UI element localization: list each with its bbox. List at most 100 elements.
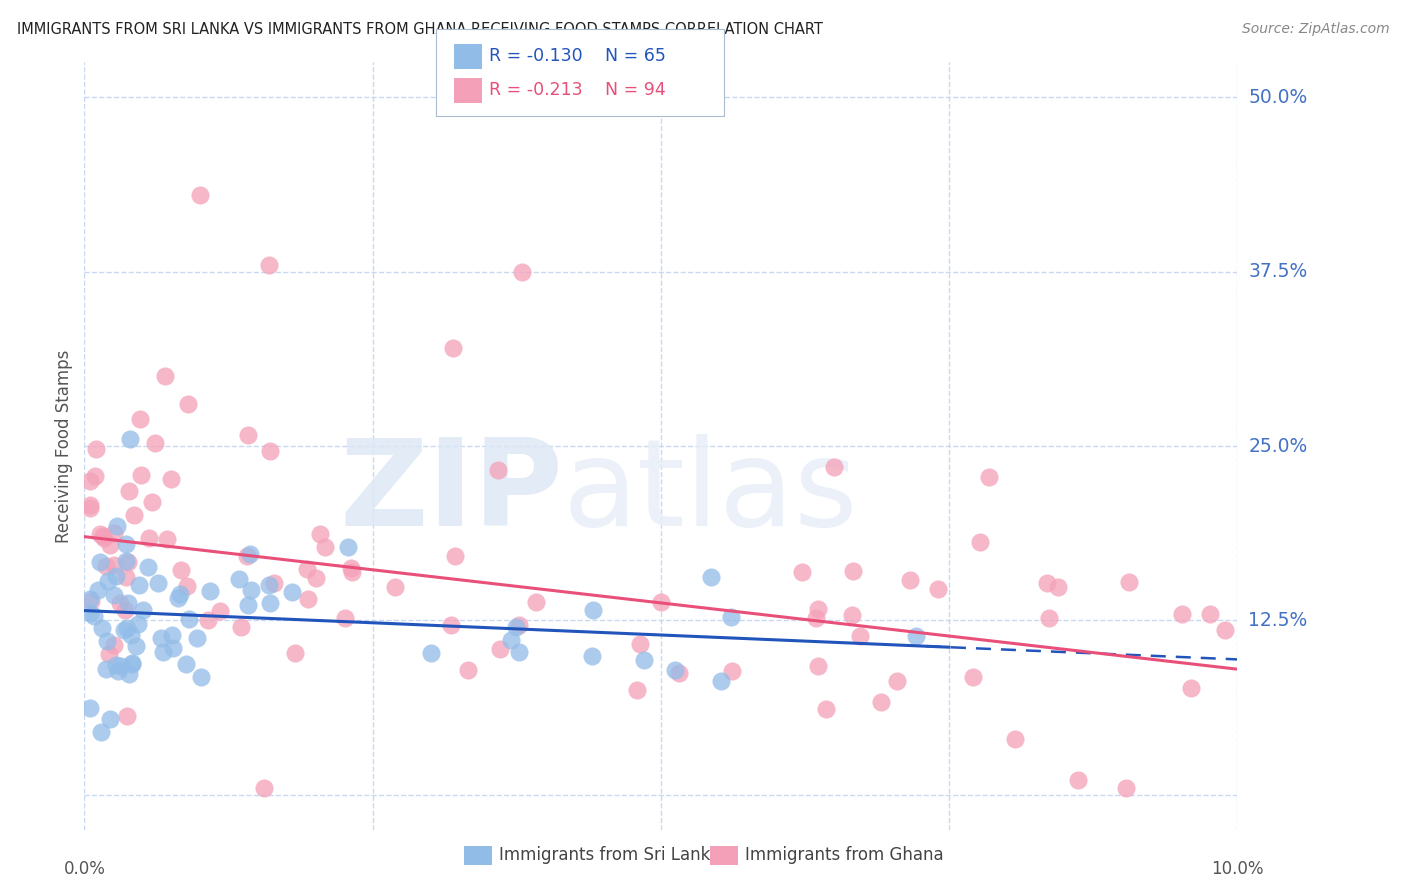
Point xyxy=(94,559,117,574)
Point xyxy=(284,646,307,660)
Point xyxy=(505,620,527,634)
Point xyxy=(340,561,363,575)
Point xyxy=(979,469,1001,483)
Text: 37.5%: 37.5% xyxy=(1249,262,1308,281)
Point xyxy=(103,526,125,541)
Point xyxy=(305,571,328,585)
Point xyxy=(1170,607,1192,621)
Point xyxy=(257,258,280,272)
Point xyxy=(177,397,200,411)
Point xyxy=(124,639,146,653)
Point xyxy=(1215,623,1237,637)
Point xyxy=(169,587,191,601)
Text: IMMIGRANTS FROM SRI LANKA VS IMMIGRANTS FROM GHANA RECEIVING FOOD STAMPS CORRELA: IMMIGRANTS FROM SRI LANKA VS IMMIGRANTS … xyxy=(17,22,823,37)
Point xyxy=(115,621,138,635)
Point xyxy=(91,621,114,635)
Point xyxy=(110,659,132,673)
Point xyxy=(1036,576,1059,591)
Point xyxy=(295,562,318,576)
Text: 50.0%: 50.0% xyxy=(1249,87,1308,107)
Point xyxy=(117,555,139,569)
Point xyxy=(79,501,101,516)
Point xyxy=(105,519,128,533)
Point xyxy=(89,527,111,541)
Text: N = 94: N = 94 xyxy=(605,81,665,99)
Point xyxy=(236,549,259,564)
Text: N = 65: N = 65 xyxy=(605,47,665,65)
Point xyxy=(384,580,406,594)
Point xyxy=(114,603,136,617)
Point xyxy=(664,663,686,677)
Text: ZIP: ZIP xyxy=(339,434,562,550)
Text: Source: ZipAtlas.com: Source: ZipAtlas.com xyxy=(1241,22,1389,37)
Point xyxy=(444,549,467,563)
Point xyxy=(257,577,280,591)
Point xyxy=(120,628,142,642)
Point xyxy=(128,412,150,426)
Point xyxy=(91,529,114,543)
Point xyxy=(337,540,360,554)
Point xyxy=(904,629,927,643)
Point xyxy=(489,642,512,657)
Point xyxy=(1180,681,1202,696)
Text: 25.0%: 25.0% xyxy=(1249,436,1308,456)
Point xyxy=(79,499,101,513)
Point xyxy=(104,569,127,583)
Point xyxy=(115,708,138,723)
Point xyxy=(94,662,117,676)
Point xyxy=(79,700,101,714)
Point xyxy=(700,569,723,583)
Point xyxy=(103,588,125,602)
Point xyxy=(228,572,250,586)
Point xyxy=(83,469,105,483)
Point xyxy=(229,620,252,634)
Point xyxy=(200,583,222,598)
Point xyxy=(720,609,742,624)
Point xyxy=(156,533,179,547)
Point xyxy=(166,591,188,605)
Point xyxy=(841,607,863,622)
Point xyxy=(508,618,530,632)
Point xyxy=(121,657,143,672)
Point xyxy=(869,695,891,709)
Point xyxy=(441,342,464,356)
Point xyxy=(581,603,603,617)
Point xyxy=(628,637,651,651)
Point xyxy=(238,598,260,612)
Point xyxy=(188,188,211,202)
Point xyxy=(124,508,146,523)
Point xyxy=(117,596,139,610)
Point xyxy=(440,617,463,632)
Point xyxy=(710,674,733,689)
Point xyxy=(118,483,141,498)
Point xyxy=(1047,580,1070,594)
Point xyxy=(1067,772,1090,787)
Point xyxy=(259,444,281,458)
Point xyxy=(626,683,648,698)
Point xyxy=(804,611,827,625)
Point xyxy=(457,663,479,677)
Point xyxy=(581,648,603,663)
Point xyxy=(1038,610,1060,624)
Point xyxy=(927,582,949,596)
Point xyxy=(807,601,830,615)
Point xyxy=(849,629,872,643)
Point xyxy=(128,578,150,592)
Point xyxy=(969,535,991,549)
Point xyxy=(1198,607,1220,621)
Point xyxy=(127,617,149,632)
Point xyxy=(174,657,197,672)
Point xyxy=(97,574,120,589)
Point xyxy=(90,724,112,739)
Point xyxy=(162,628,184,642)
Point xyxy=(170,563,193,577)
Point xyxy=(333,611,356,625)
Point xyxy=(239,582,262,597)
Point xyxy=(97,647,120,661)
Point xyxy=(508,645,530,659)
Point xyxy=(898,573,921,587)
Text: 12.5%: 12.5% xyxy=(1249,611,1308,630)
Point xyxy=(190,669,212,683)
Point xyxy=(152,645,174,659)
Point xyxy=(136,559,159,574)
